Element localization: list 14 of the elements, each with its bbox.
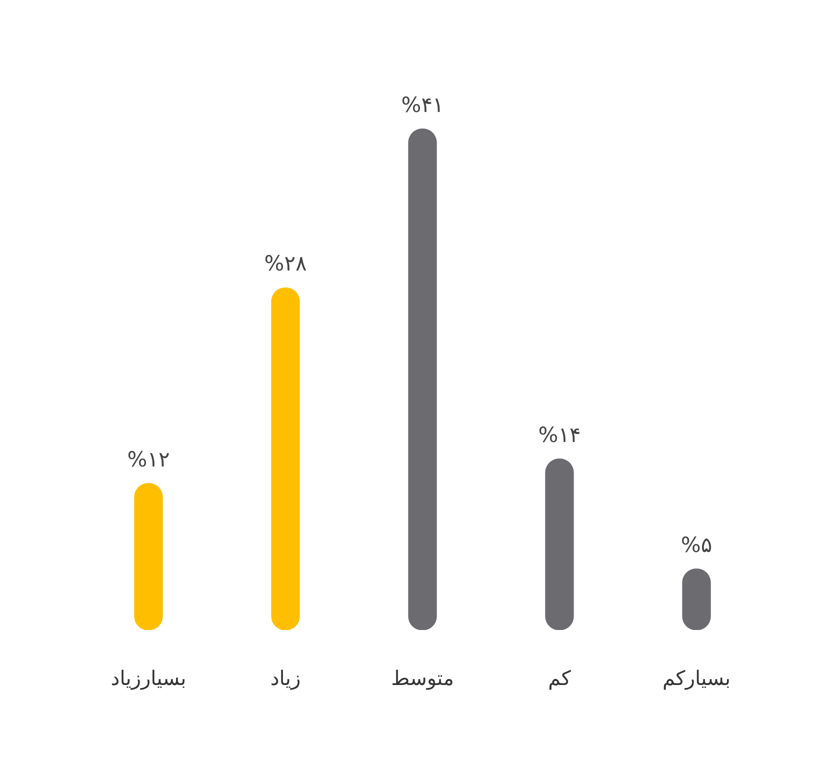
x-tick-label: بسیارزیاد: [110, 666, 186, 690]
x-tick-label: زیاد: [270, 666, 301, 690]
x-tick-label: متوسط: [391, 666, 454, 690]
bar: [134, 483, 163, 630]
data-label: %۲۸: [264, 252, 307, 276]
x-tick-label: بسیارکم: [662, 666, 731, 690]
data-label: %۱۴: [538, 422, 581, 447]
bar: [545, 458, 574, 630]
data-label: %۴۱: [401, 92, 444, 117]
bar: [408, 128, 437, 630]
x-tick-label: کم: [548, 666, 572, 690]
data-label: %۱۲: [127, 447, 170, 472]
data-label: %۵: [680, 532, 712, 557]
bar: [271, 287, 300, 630]
